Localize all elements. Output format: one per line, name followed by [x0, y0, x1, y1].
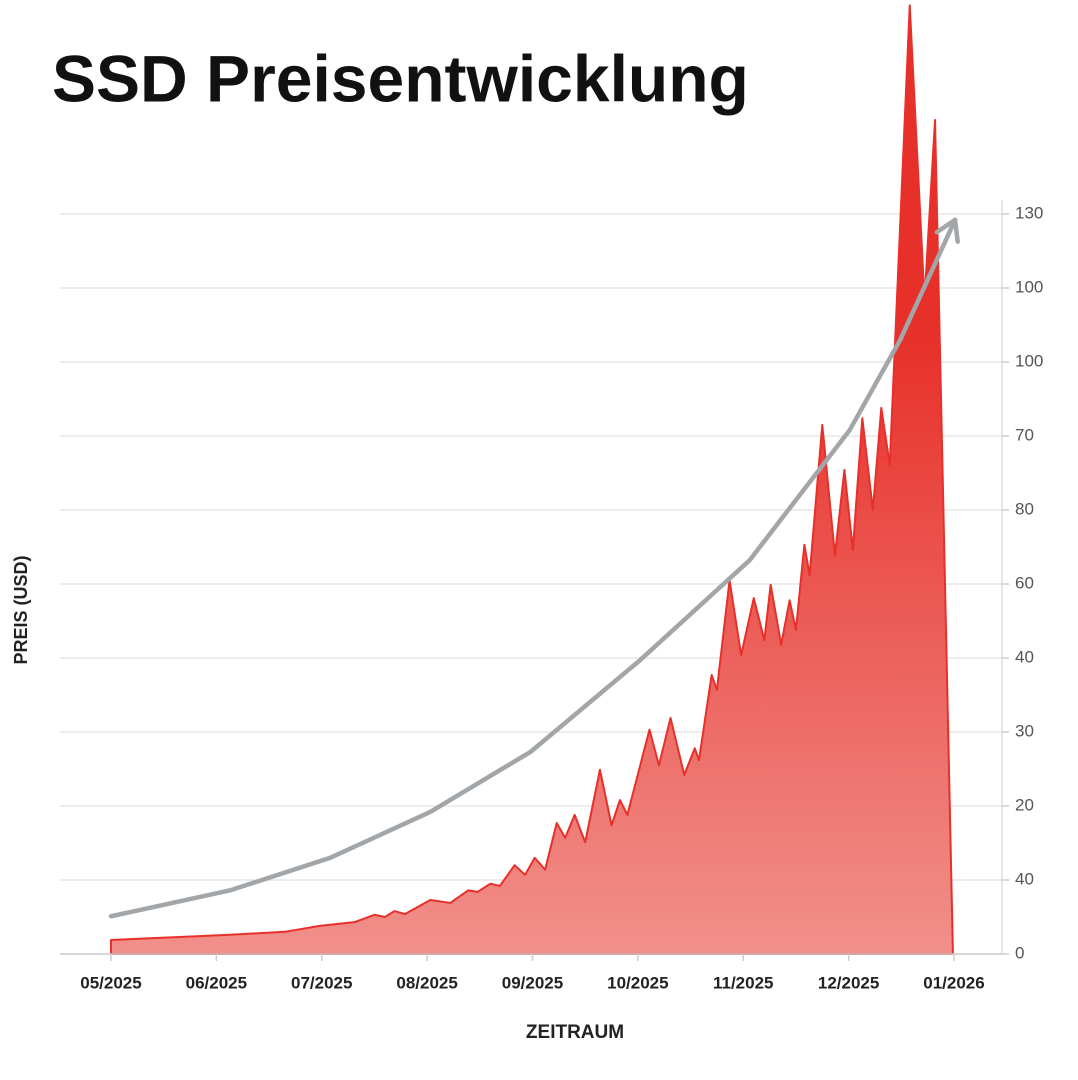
chart-title: SSD Preisentwicklung — [52, 41, 749, 115]
x-tick-label: 06/2025 — [186, 973, 247, 992]
y-tick-label: 20 — [1015, 795, 1034, 814]
x-tick-label: 10/2025 — [607, 973, 668, 992]
x-axis-label: ZEITRAUM — [526, 1022, 624, 1043]
y-tick-label: 30 — [1015, 721, 1034, 740]
y-tick-label: 100 — [1015, 351, 1043, 370]
grid — [60, 213, 1002, 955]
plot — [108, 4, 960, 955]
x-tick-label: 09/2025 — [502, 973, 563, 992]
trend-line — [108, 217, 958, 919]
x-tick-label: 08/2025 — [396, 973, 457, 992]
x-tick-label: 07/2025 — [291, 973, 352, 992]
price-area — [110, 4, 954, 955]
trend-arrowhead — [934, 217, 960, 245]
y-tick-label: 40 — [1015, 869, 1034, 888]
x-tick-label: 11/2025 — [713, 973, 774, 992]
y-tick-label: 60 — [1015, 573, 1034, 592]
y-tick-label: 130 — [1015, 203, 1043, 222]
y-tick-label: 100 — [1015, 277, 1043, 296]
y-tick-label: 70 — [1015, 425, 1034, 444]
y-tick-label: 0 — [1015, 943, 1024, 962]
x-tick-label: 05/2025 — [80, 973, 141, 992]
y-axis-label: PREIS (USD) — [11, 555, 31, 664]
x-tick-label: 01/2026 — [923, 973, 984, 992]
y-tick-label: 40 — [1015, 647, 1034, 666]
x-tick-label: 12/2025 — [818, 973, 879, 992]
axes: 0 40 20 30 40 60 80 70 100 100 130 05/2025 06/2025 07… — [60, 200, 1043, 992]
y-tick-label: 80 — [1015, 499, 1034, 518]
